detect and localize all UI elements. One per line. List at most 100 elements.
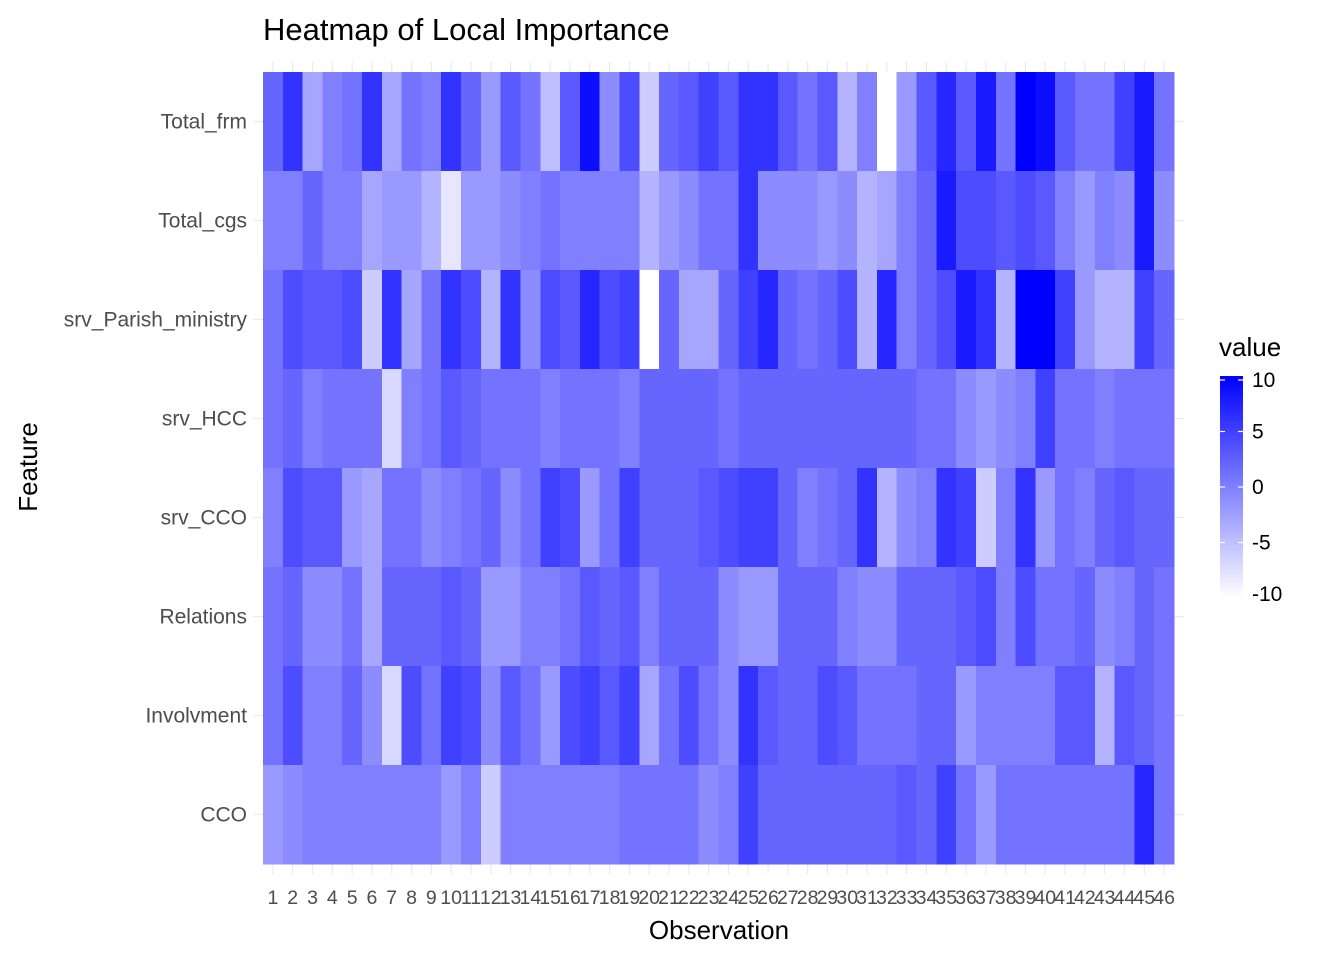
heatmap-cell [876, 666, 898, 766]
heatmap-cell [678, 765, 700, 865]
heatmap-cell [718, 369, 739, 469]
heatmap-cell [401, 171, 423, 271]
heatmap-cell [678, 567, 700, 667]
heatmap-cell [817, 270, 838, 370]
x-tick-label: 24 [718, 887, 740, 909]
heatmap-cell [975, 270, 997, 370]
heatmap-cell [698, 468, 720, 568]
heatmap-cell [619, 666, 640, 766]
heatmap-cell [381, 270, 403, 370]
heatmap-cell [916, 72, 937, 172]
heatmap-cell [1134, 468, 1155, 568]
heatmap-cell [956, 171, 977, 271]
heatmap-cell [322, 765, 343, 865]
heatmap-cell [480, 270, 502, 370]
heatmap-cell [678, 171, 700, 271]
x-tick-label: 10 [440, 887, 462, 909]
heatmap-cell [599, 567, 621, 667]
heatmap-cell [936, 468, 957, 568]
heatmap-cell [282, 171, 304, 271]
heatmap-cell [956, 765, 977, 865]
heatmap-cell [659, 270, 680, 370]
heatmap-cell [1035, 468, 1056, 568]
x-tick-label: 26 [757, 887, 779, 909]
heatmap-cell [936, 369, 957, 469]
heatmap-cell [1074, 567, 1096, 667]
heatmap-cell [520, 765, 541, 865]
heatmap-cell [1154, 567, 1175, 667]
heatmap-cell [362, 72, 383, 172]
heatmap-cell [1055, 765, 1076, 865]
heatmap-cell [480, 369, 502, 469]
heatmap-cell [282, 369, 304, 469]
heatmap-cell [797, 666, 819, 766]
heatmap-cell [619, 369, 640, 469]
heatmap-cell [560, 171, 581, 271]
heatmap-cell [362, 765, 383, 865]
heatmap-cell [619, 765, 640, 865]
heatmap-cell [1134, 666, 1155, 766]
heatmap-cell [1015, 270, 1036, 370]
heatmap-cell [520, 171, 541, 271]
x-tick-label: 32 [876, 887, 898, 909]
heatmap-cell [500, 270, 522, 370]
heatmap-cell [896, 270, 918, 370]
heatmap-cell [480, 666, 502, 766]
heatmap-cell [975, 567, 997, 667]
heatmap-cell [797, 171, 819, 271]
heatmap-cell [599, 171, 621, 271]
heatmap-cell [837, 72, 858, 172]
heatmap-cell [401, 567, 423, 667]
x-tick-label: 1 [267, 887, 278, 909]
heatmap-cell [1055, 666, 1076, 766]
heatmap-cell [401, 270, 423, 370]
heatmap-cell [837, 468, 858, 568]
heatmap-cell [342, 765, 363, 865]
heatmap-cell [322, 369, 343, 469]
x-tick-label: 9 [426, 887, 437, 909]
heatmap-cell [698, 666, 720, 766]
heatmap-cell [837, 369, 858, 469]
x-tick-label: 17 [579, 887, 601, 909]
heatmap-cell [540, 468, 561, 568]
heatmap-cell [480, 765, 502, 865]
x-tick-label: 27 [777, 887, 799, 909]
x-tick-label: 36 [955, 887, 977, 909]
x-tick-label: 37 [975, 887, 997, 909]
heatmap-cell [381, 468, 403, 568]
heatmap-cell [461, 369, 482, 469]
y-tick-labels: Total_frm Total_cgs srv_Parish_ministrysrv… [64, 111, 248, 827]
heatmap-cell [777, 270, 799, 370]
heatmap-cell [936, 666, 957, 766]
heatmap-cell [777, 369, 799, 469]
heatmap-cell [678, 468, 700, 568]
heatmap-cell [718, 171, 739, 271]
heatmap-cell [857, 72, 878, 172]
heatmap-cell [1114, 171, 1135, 271]
heatmap-cell [718, 666, 739, 766]
heatmap-cell [916, 468, 937, 568]
y-tick-label: srv_CCO [161, 507, 247, 530]
x-tick-label: 42 [1074, 887, 1096, 909]
x-tick-label: 18 [599, 887, 621, 909]
heatmap-cell [817, 666, 838, 766]
heatmap-cell [718, 765, 739, 865]
heatmap-cell [342, 270, 363, 370]
heatmap-cell [738, 468, 759, 568]
heatmap-cell [916, 369, 937, 469]
heatmap-cell [1094, 171, 1116, 271]
heatmap-cell [461, 666, 482, 766]
heatmap-cell [876, 567, 898, 667]
heatmap-cell [560, 468, 581, 568]
heatmap-cell [738, 270, 759, 370]
heatmap-cell [1055, 567, 1076, 667]
heatmap-cell [659, 765, 680, 865]
heatmap-cell [995, 369, 1017, 469]
heatmap-cell [995, 765, 1017, 865]
x-tick-label: 44 [1114, 887, 1136, 909]
heatmap-cell [857, 468, 878, 568]
x-tick-label: 12 [480, 887, 502, 909]
heatmap-cell [401, 468, 423, 568]
heatmap-cell [817, 468, 838, 568]
x-tick-label: 25 [737, 887, 759, 909]
